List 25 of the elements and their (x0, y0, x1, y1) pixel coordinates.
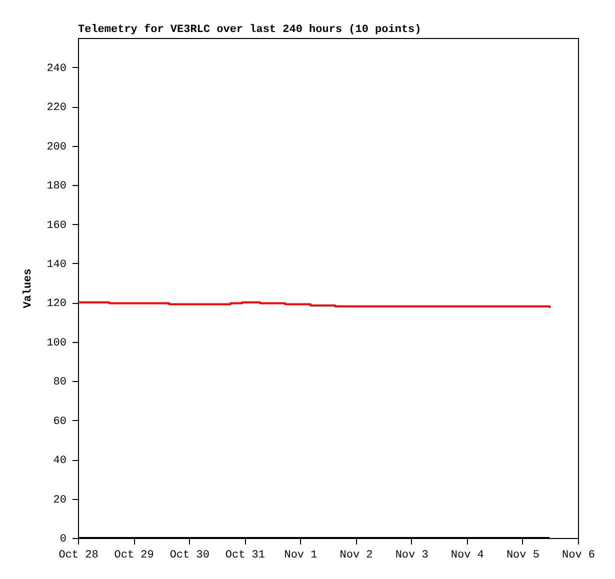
y-tick-label: 200 (46, 141, 66, 154)
x-tick-label: Oct 29 (114, 550, 154, 562)
y-tick-label: 80 (53, 376, 66, 389)
chart-title: Telemetry for VE3RLC over last 240 hours (10 points) (78, 23, 422, 36)
x-tick-label: Nov 2 (340, 550, 373, 562)
y-tick-label: 140 (46, 258, 66, 271)
y-tick-label: 120 (46, 298, 66, 310)
x-tick-label: Nov 1 (284, 550, 318, 562)
y-tick-label: 0 (60, 534, 66, 546)
y-tick-label: 60 (53, 416, 66, 428)
y-tick-label: 20 (53, 494, 66, 506)
y-tick-label: 220 (46, 102, 66, 114)
x-tick-label: Oct 31 (225, 550, 266, 562)
y-tick-label: 240 (46, 62, 66, 75)
y-axis-title: Values (22, 268, 35, 308)
y-tick-label: 180 (46, 180, 66, 193)
x-tick-label: Nov 3 (395, 550, 428, 562)
x-tick-label: Nov 6 (562, 550, 596, 562)
x-tick-label: Nov 5 (506, 550, 540, 562)
y-tick-label: 40 (53, 455, 66, 468)
y-tick-label: 100 (46, 337, 66, 350)
x-tick-label: Nov 4 (450, 550, 484, 562)
x-tick-label: Oct 30 (170, 550, 210, 562)
y-tick-label: 160 (46, 220, 66, 232)
x-tick-label: Oct 28 (58, 550, 98, 562)
